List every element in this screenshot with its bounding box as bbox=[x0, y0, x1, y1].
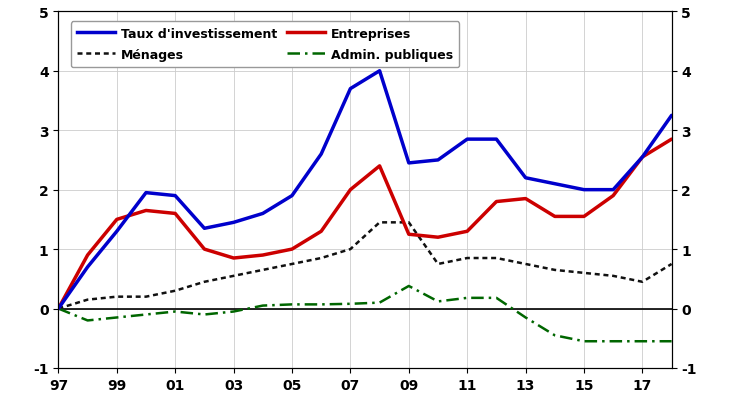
Legend: Taux d'investissement, Ménages, Entreprises, Admin. publiques: Taux d'investissement, Ménages, Entrepri… bbox=[71, 22, 459, 68]
